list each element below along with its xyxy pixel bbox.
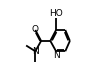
Text: O: O — [32, 25, 39, 34]
Text: HO: HO — [49, 9, 63, 18]
Text: N: N — [53, 51, 59, 60]
Text: N: N — [32, 47, 39, 56]
